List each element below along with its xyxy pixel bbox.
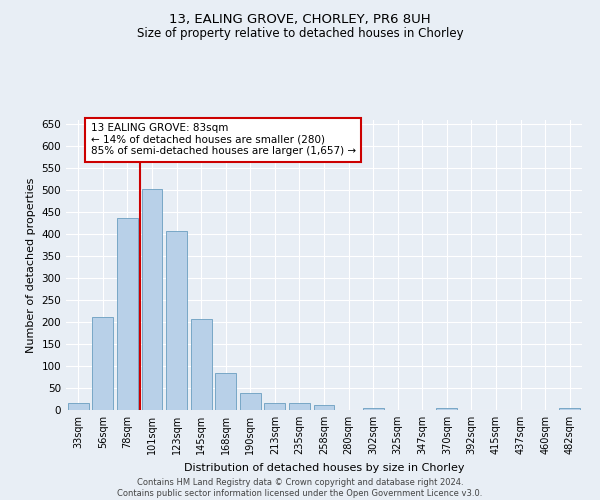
Bar: [191, 319, 212, 410]
Bar: [265, 402, 286, 410]
Bar: [92, 317, 113, 410]
Bar: [68, 404, 89, 410]
Bar: [240, 394, 261, 410]
Bar: [142, 189, 163, 410]
Text: Size of property relative to detached houses in Chorley: Size of property relative to detached ho…: [137, 28, 463, 40]
Bar: [559, 408, 580, 410]
Y-axis label: Number of detached properties: Number of detached properties: [26, 178, 36, 352]
Text: Contains HM Land Registry data © Crown copyright and database right 2024.
Contai: Contains HM Land Registry data © Crown c…: [118, 478, 482, 498]
Text: 13, EALING GROVE, CHORLEY, PR6 8UH: 13, EALING GROVE, CHORLEY, PR6 8UH: [169, 12, 431, 26]
Bar: [289, 402, 310, 410]
Bar: [117, 218, 138, 410]
Bar: [362, 408, 383, 410]
Bar: [166, 231, 187, 410]
X-axis label: Distribution of detached houses by size in Chorley: Distribution of detached houses by size …: [184, 462, 464, 472]
Bar: [314, 404, 334, 410]
Bar: [215, 372, 236, 410]
Bar: [436, 408, 457, 410]
Text: 13 EALING GROVE: 83sqm
← 14% of detached houses are smaller (280)
85% of semi-de: 13 EALING GROVE: 83sqm ← 14% of detached…: [91, 123, 356, 156]
